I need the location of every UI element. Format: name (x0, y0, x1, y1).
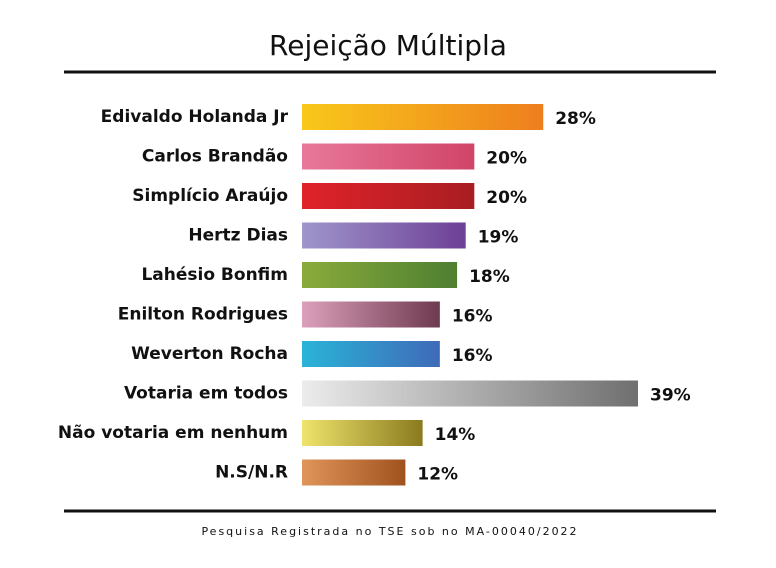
bar (302, 459, 406, 486)
value-label: 14% (435, 425, 476, 445)
footnote: Pesquisa Registrada no TSE sob no MA-000… (201, 525, 578, 538)
bar (302, 222, 466, 249)
category-label: N.S/N.R (215, 463, 288, 483)
category-label: Edivaldo Holanda Jr (101, 107, 289, 127)
bar (302, 420, 423, 446)
category-label: Não votaria em nenhum (58, 423, 288, 443)
bar (302, 380, 638, 407)
chart-title: Rejeição Múltipla (269, 29, 507, 62)
value-label: 16% (452, 346, 493, 366)
category-label: Carlos Brandão (142, 147, 288, 167)
value-label: 12% (417, 465, 458, 485)
bar (302, 341, 440, 367)
value-label: 28% (555, 109, 596, 129)
value-label: 20% (486, 188, 527, 208)
category-label: Votaria em todos (124, 384, 288, 404)
bar (302, 262, 458, 288)
value-label: 19% (478, 228, 519, 248)
bar (302, 183, 475, 209)
value-label: 16% (452, 307, 493, 327)
category-label: Hertz Dias (188, 226, 288, 246)
category-label: Lahésio Bonfim (141, 265, 288, 285)
bar (302, 143, 475, 170)
category-label: Enilton Rodrigues (118, 305, 288, 325)
category-label: Simplício Araújo (132, 186, 288, 206)
category-label: Weverton Rocha (131, 344, 288, 364)
value-label: 39% (650, 386, 691, 406)
bar (302, 104, 544, 130)
value-label: 20% (486, 149, 527, 169)
value-label: 18% (469, 267, 510, 287)
bar (302, 301, 440, 328)
